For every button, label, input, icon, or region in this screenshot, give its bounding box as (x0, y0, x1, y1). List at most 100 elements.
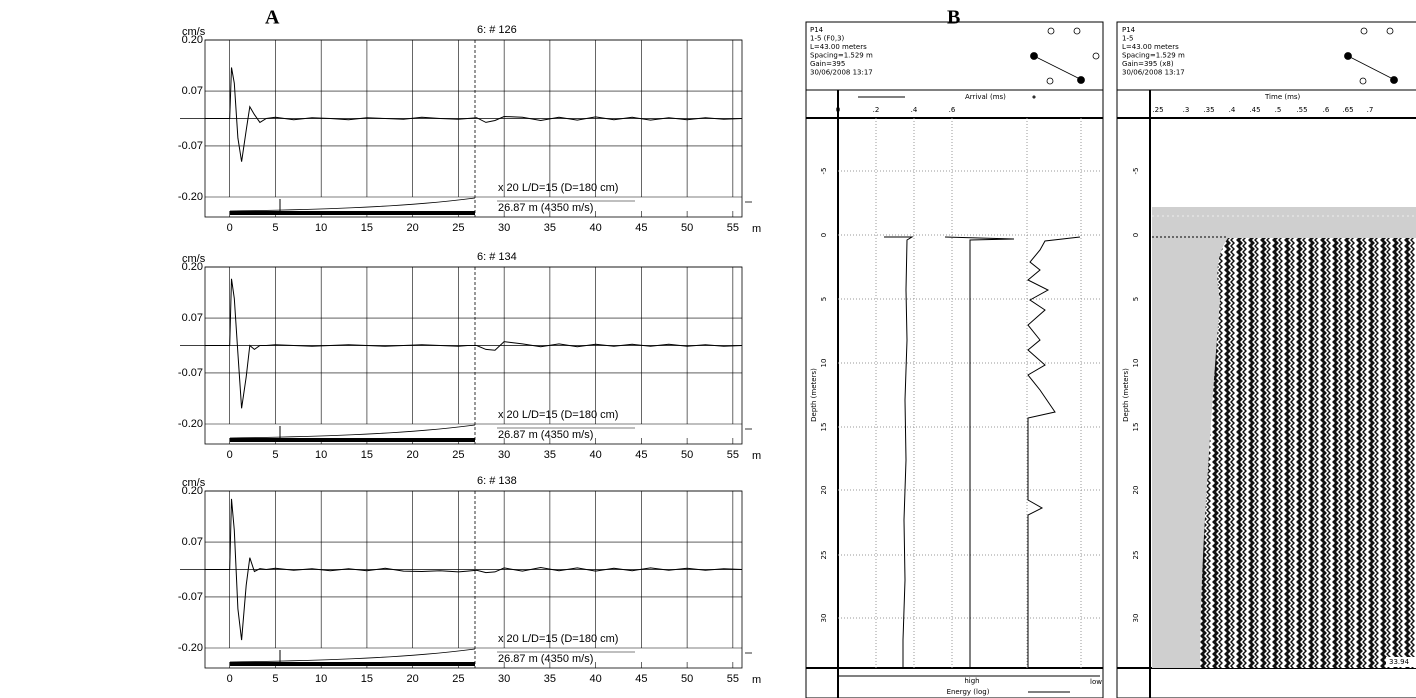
axis-label: Depth (meters) (1122, 368, 1130, 422)
x-tick-label: 20 (407, 222, 419, 234)
annotation: 26.87 m (4350 m/s) (498, 429, 593, 441)
x-tick-label: 25 (452, 449, 464, 461)
x-tick-label: 45 (635, 222, 647, 234)
y-tick-label: -0.07 (178, 140, 203, 152)
x-tick-label: 15 (361, 449, 373, 461)
x-tick-label: 10 (315, 673, 327, 685)
y-tick-label: 5 (1132, 297, 1140, 301)
y-tick-label: 30 (820, 614, 828, 623)
y-tick-label: 0.07 (182, 85, 203, 97)
x-tick-label: 0 (227, 222, 233, 234)
y-tick-label: 0.07 (182, 536, 203, 548)
waveform (205, 498, 743, 641)
x-tick-label: 40 (590, 449, 602, 461)
annotation: x 20 L/D=15 (D=180 cm) (498, 182, 618, 194)
chart-title: 6: # 138 (477, 475, 517, 487)
y-tick-label: -0.20 (178, 418, 203, 430)
y-tick-label: 30 (1132, 614, 1140, 623)
axis-label: Arrival (ms) (965, 93, 1006, 101)
x-tick-label: .65 (1342, 106, 1353, 114)
waveform (205, 67, 743, 162)
x-tick-label: 35 (544, 222, 556, 234)
y-tick-label: -5 (1132, 168, 1140, 175)
x-axis-label: m (752, 223, 761, 235)
x-tick-label: 20 (407, 673, 419, 685)
x-tick-label: .4 (911, 106, 918, 114)
x-tick-label: 55 (727, 222, 739, 234)
amplification-curve (229, 648, 476, 663)
end-depth: 33.94 (1389, 658, 1410, 666)
x-tick-label: .4 (1229, 106, 1236, 114)
x-tick-label: 50 (681, 673, 693, 685)
header-text: Spacing=1.529 m (1122, 52, 1185, 60)
header-text: L=43.00 meters (1122, 43, 1179, 51)
x-tick-label: 15 (361, 222, 373, 234)
x-tick-label: 55 (727, 449, 739, 461)
y-tick-label: -0.07 (178, 591, 203, 603)
x-tick-label: 30 (498, 222, 510, 234)
x-tick-label: 35 (544, 673, 556, 685)
x-tick-label: .6 (949, 106, 956, 114)
y-tick-label: 0.20 (182, 261, 203, 273)
header-text: 1-5 (F0,3) (810, 35, 845, 43)
chart-title: 6: # 126 (477, 24, 517, 36)
x-tick-label: .5 (1275, 106, 1282, 114)
x-tick-label: 50 (681, 222, 693, 234)
x-tick-label: 10 (315, 222, 327, 234)
annotation: 26.87 m (4350 m/s) (498, 653, 593, 665)
y-tick-label: -5 (820, 168, 828, 175)
header-text: L=43.00 meters (810, 43, 867, 51)
header-text: 30/06/2008 13:17 (1122, 69, 1185, 77)
x-axis-label: m (752, 450, 761, 462)
y-tick-label: 0 (1132, 233, 1140, 237)
axis-label: Time (ms) (1264, 93, 1301, 101)
header-text: 30/06/2008 13:17 (810, 69, 873, 77)
energy-label: Energy (log) (947, 688, 990, 696)
axis-label: Depth (meters) (810, 368, 818, 422)
y-tick-label: -0.20 (178, 191, 203, 203)
energy-high: high (964, 677, 979, 685)
y-tick-label: 0.20 (182, 34, 203, 46)
annotation: x 20 L/D=15 (D=180 cm) (498, 409, 618, 421)
y-axis-label: cm/s (182, 26, 206, 38)
header-text: Spacing=1.529 m (810, 52, 873, 60)
log-panel (805, 21, 1104, 698)
energy-low: low (1090, 678, 1102, 686)
x-tick-label: 55 (727, 673, 739, 685)
x-tick-label: 0 (227, 673, 233, 685)
x-tick-label: 30 (498, 449, 510, 461)
y-tick-label: 15 (1132, 423, 1140, 432)
y-tick-label: 15 (820, 423, 828, 432)
plot-frame (204, 490, 743, 669)
plot-frame (204, 266, 743, 445)
header-text: P14 (1122, 26, 1136, 34)
y-axis-label: cm/s (182, 477, 206, 489)
waveform (205, 278, 743, 409)
x-tick-label: 50 (681, 449, 693, 461)
y-tick-label: 20 (820, 486, 828, 495)
x-tick-label: 40 (590, 222, 602, 234)
x-tick-label: .3 (1183, 106, 1190, 114)
x-tick-label: 45 (635, 449, 647, 461)
header-text: Gain=395 (x8) (1122, 60, 1174, 68)
x-tick-label: .35 (1203, 106, 1214, 114)
x-tick-label: .2 (873, 106, 880, 114)
y-tick-label: -0.07 (178, 367, 203, 379)
y-tick-label: 10 (820, 359, 828, 368)
x-tick-label: .6 (1323, 106, 1330, 114)
x-tick-label: 5 (272, 449, 278, 461)
x-tick-label: .55 (1296, 106, 1307, 114)
tomogram-panel (1116, 21, 1416, 698)
chart-title: 6: # 134 (477, 251, 517, 263)
y-tick-label: 25 (1132, 551, 1140, 560)
label-bg (1386, 657, 1416, 667)
header-text: Gain=395 (810, 60, 845, 68)
x-tick-label: 25 (452, 673, 464, 685)
header-text: P14 (810, 26, 824, 34)
panel-label: B (947, 7, 960, 29)
y-tick-label: 0.07 (182, 312, 203, 324)
x-tick-label: 5 (272, 673, 278, 685)
y-tick-label: 0 (820, 233, 828, 237)
panel-label: A (265, 7, 280, 29)
